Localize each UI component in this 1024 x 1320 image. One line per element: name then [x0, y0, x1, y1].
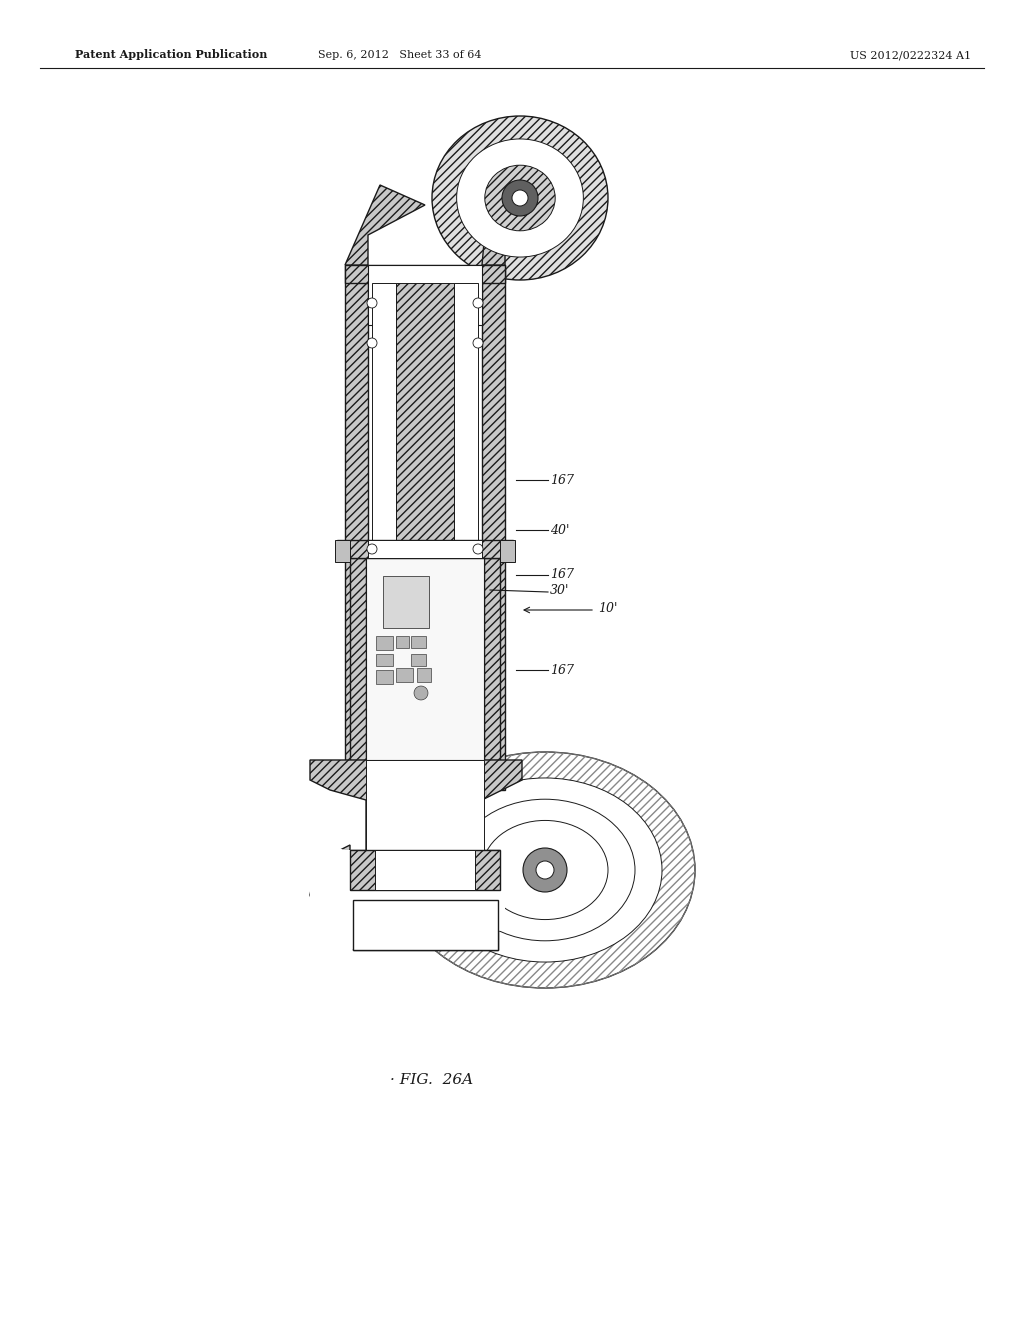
Bar [375, 850, 475, 890]
Circle shape [523, 847, 567, 892]
Polygon shape [484, 558, 500, 760]
Bar [500, 540, 515, 562]
Text: 10': 10' [598, 602, 617, 615]
Bar [376, 636, 393, 649]
Text: 167: 167 [550, 569, 574, 582]
Circle shape [367, 298, 377, 308]
Circle shape [473, 338, 483, 348]
Bar [411, 636, 426, 648]
Ellipse shape [395, 752, 695, 987]
Polygon shape [345, 265, 368, 789]
Circle shape [414, 686, 428, 700]
Bar [417, 668, 431, 682]
Bar [383, 576, 429, 628]
Text: 40': 40' [550, 524, 569, 536]
Text: 167: 167 [550, 474, 574, 487]
Bar [368, 265, 482, 325]
Bar [366, 760, 484, 850]
Polygon shape [482, 176, 510, 265]
Polygon shape [345, 265, 505, 282]
Polygon shape [396, 282, 454, 540]
Bar [415, 890, 445, 902]
Bar [366, 558, 484, 760]
Bar [353, 900, 498, 950]
Bar [368, 540, 482, 558]
Circle shape [536, 861, 554, 879]
Circle shape [367, 338, 377, 348]
Ellipse shape [484, 165, 555, 231]
Bar [335, 540, 350, 562]
Ellipse shape [457, 139, 584, 257]
Circle shape [502, 180, 538, 216]
Bar [376, 671, 393, 684]
Circle shape [473, 544, 483, 554]
Bar [375, 850, 475, 890]
Polygon shape [337, 540, 513, 558]
Ellipse shape [432, 116, 608, 280]
Polygon shape [350, 558, 366, 760]
Polygon shape [482, 265, 505, 789]
Circle shape [446, 866, 454, 874]
Ellipse shape [428, 777, 662, 962]
Ellipse shape [482, 821, 608, 920]
Bar [353, 900, 498, 950]
Text: · FIG.  26A: · FIG. 26A [390, 1073, 473, 1086]
Text: Sep. 6, 2012   Sheet 33 of 64: Sep. 6, 2012 Sheet 33 of 64 [318, 50, 481, 59]
Polygon shape [310, 845, 360, 945]
Bar [396, 636, 409, 648]
Polygon shape [350, 850, 500, 890]
Text: 167: 167 [550, 664, 574, 676]
Bar [372, 282, 396, 540]
Polygon shape [345, 185, 425, 265]
Text: 30': 30' [550, 583, 569, 597]
Bar [454, 282, 478, 540]
Text: US 2012/0222324 A1: US 2012/0222324 A1 [850, 50, 971, 59]
Bar [376, 653, 393, 667]
Text: Patent Application Publication: Patent Application Publication [75, 49, 267, 61]
Bar [411, 653, 426, 667]
Polygon shape [310, 760, 522, 850]
Circle shape [512, 190, 528, 206]
Bar [396, 668, 413, 682]
Ellipse shape [455, 799, 635, 941]
Circle shape [367, 544, 377, 554]
Polygon shape [350, 850, 500, 890]
Circle shape [473, 298, 483, 308]
Polygon shape [310, 840, 505, 950]
